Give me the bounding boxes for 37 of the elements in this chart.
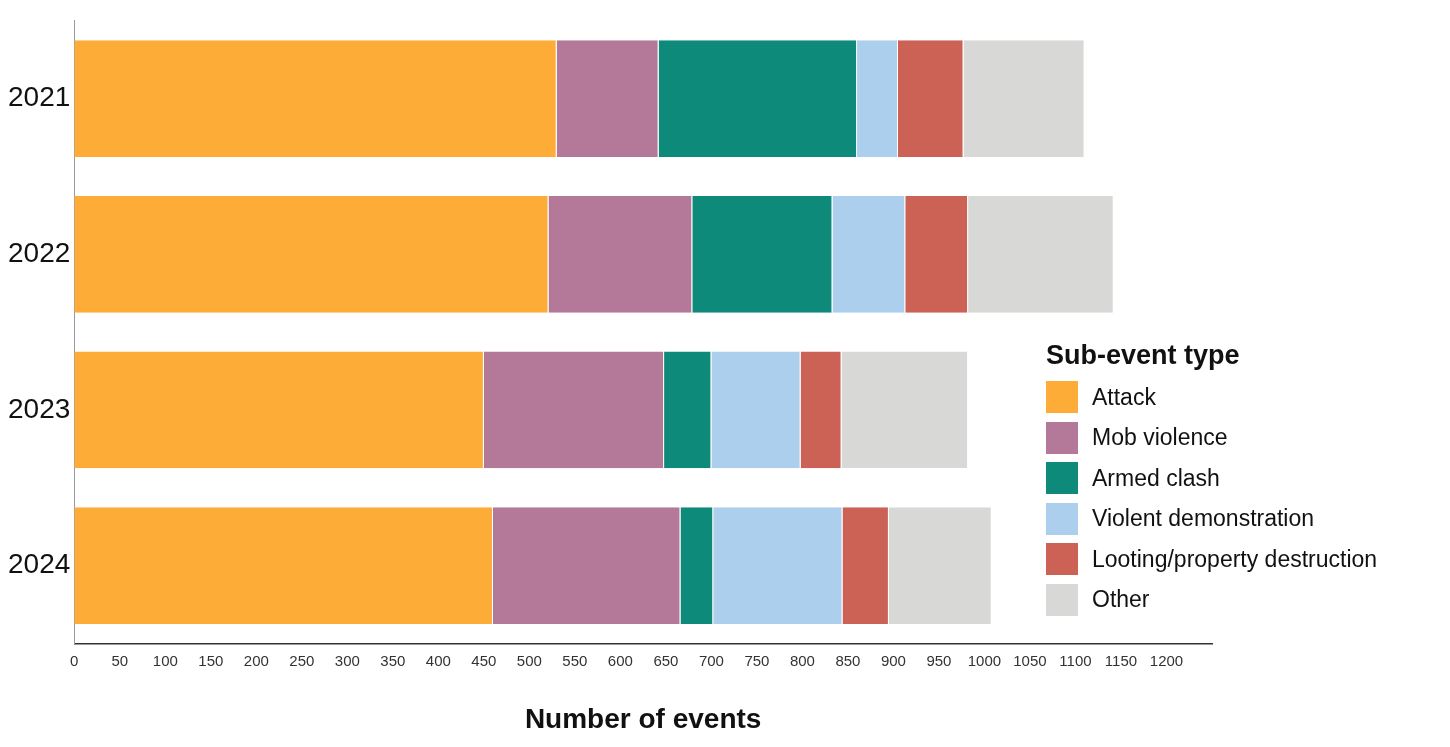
- x-tick-label: 300: [334, 651, 360, 669]
- legend-label: Armed clash: [1092, 464, 1220, 492]
- x-tick-label: 450: [471, 651, 497, 669]
- x-tick-label: 900: [880, 651, 906, 669]
- x-tick-label: 650: [653, 651, 679, 669]
- legend-label: Mob violence: [1092, 424, 1228, 452]
- legend-label: Other: [1092, 586, 1150, 614]
- x-axis-title: Number of events: [524, 702, 762, 734]
- x-tick-label: 400: [425, 651, 451, 669]
- y-tick-label: 2023: [7, 392, 71, 424]
- x-tick-label: 50: [111, 651, 129, 669]
- x-tick-label: 850: [835, 651, 861, 669]
- x-tick-label: 250: [289, 651, 315, 669]
- y-tick-label: 2024: [7, 548, 71, 580]
- x-tick-label: 1150: [1104, 651, 1138, 669]
- x-tick-label: 750: [744, 651, 770, 669]
- y-tick-label: 2021: [7, 81, 71, 113]
- x-tick-label: 1000: [967, 651, 1002, 669]
- x-tick-label: 1050: [1013, 651, 1047, 669]
- x-tick-label: 100: [152, 651, 178, 669]
- x-tick-label: 1100: [1059, 651, 1092, 669]
- legend-label: Attack: [1092, 383, 1156, 411]
- x-tick-label: 150: [198, 651, 224, 669]
- y-tick-label: 2022: [7, 236, 71, 268]
- x-tick-label: 600: [607, 651, 633, 669]
- x-tick-label: 700: [698, 651, 724, 669]
- x-tick-label: 200: [243, 651, 269, 669]
- x-tick-label: 950: [926, 651, 952, 669]
- legend-label: Looting/property destruction: [1092, 545, 1378, 573]
- legend-label: Violent demonstration: [1092, 505, 1315, 533]
- x-tick-label: 350: [380, 651, 406, 669]
- x-tick-label: 800: [789, 651, 815, 669]
- x-tick-label: 550: [562, 651, 588, 669]
- x-tick-label: 500: [516, 651, 542, 669]
- legend-title: Sub-event type: [1046, 340, 1241, 371]
- x-tick-label: 0: [70, 651, 79, 669]
- x-tick-label: 1200: [1149, 651, 1184, 669]
